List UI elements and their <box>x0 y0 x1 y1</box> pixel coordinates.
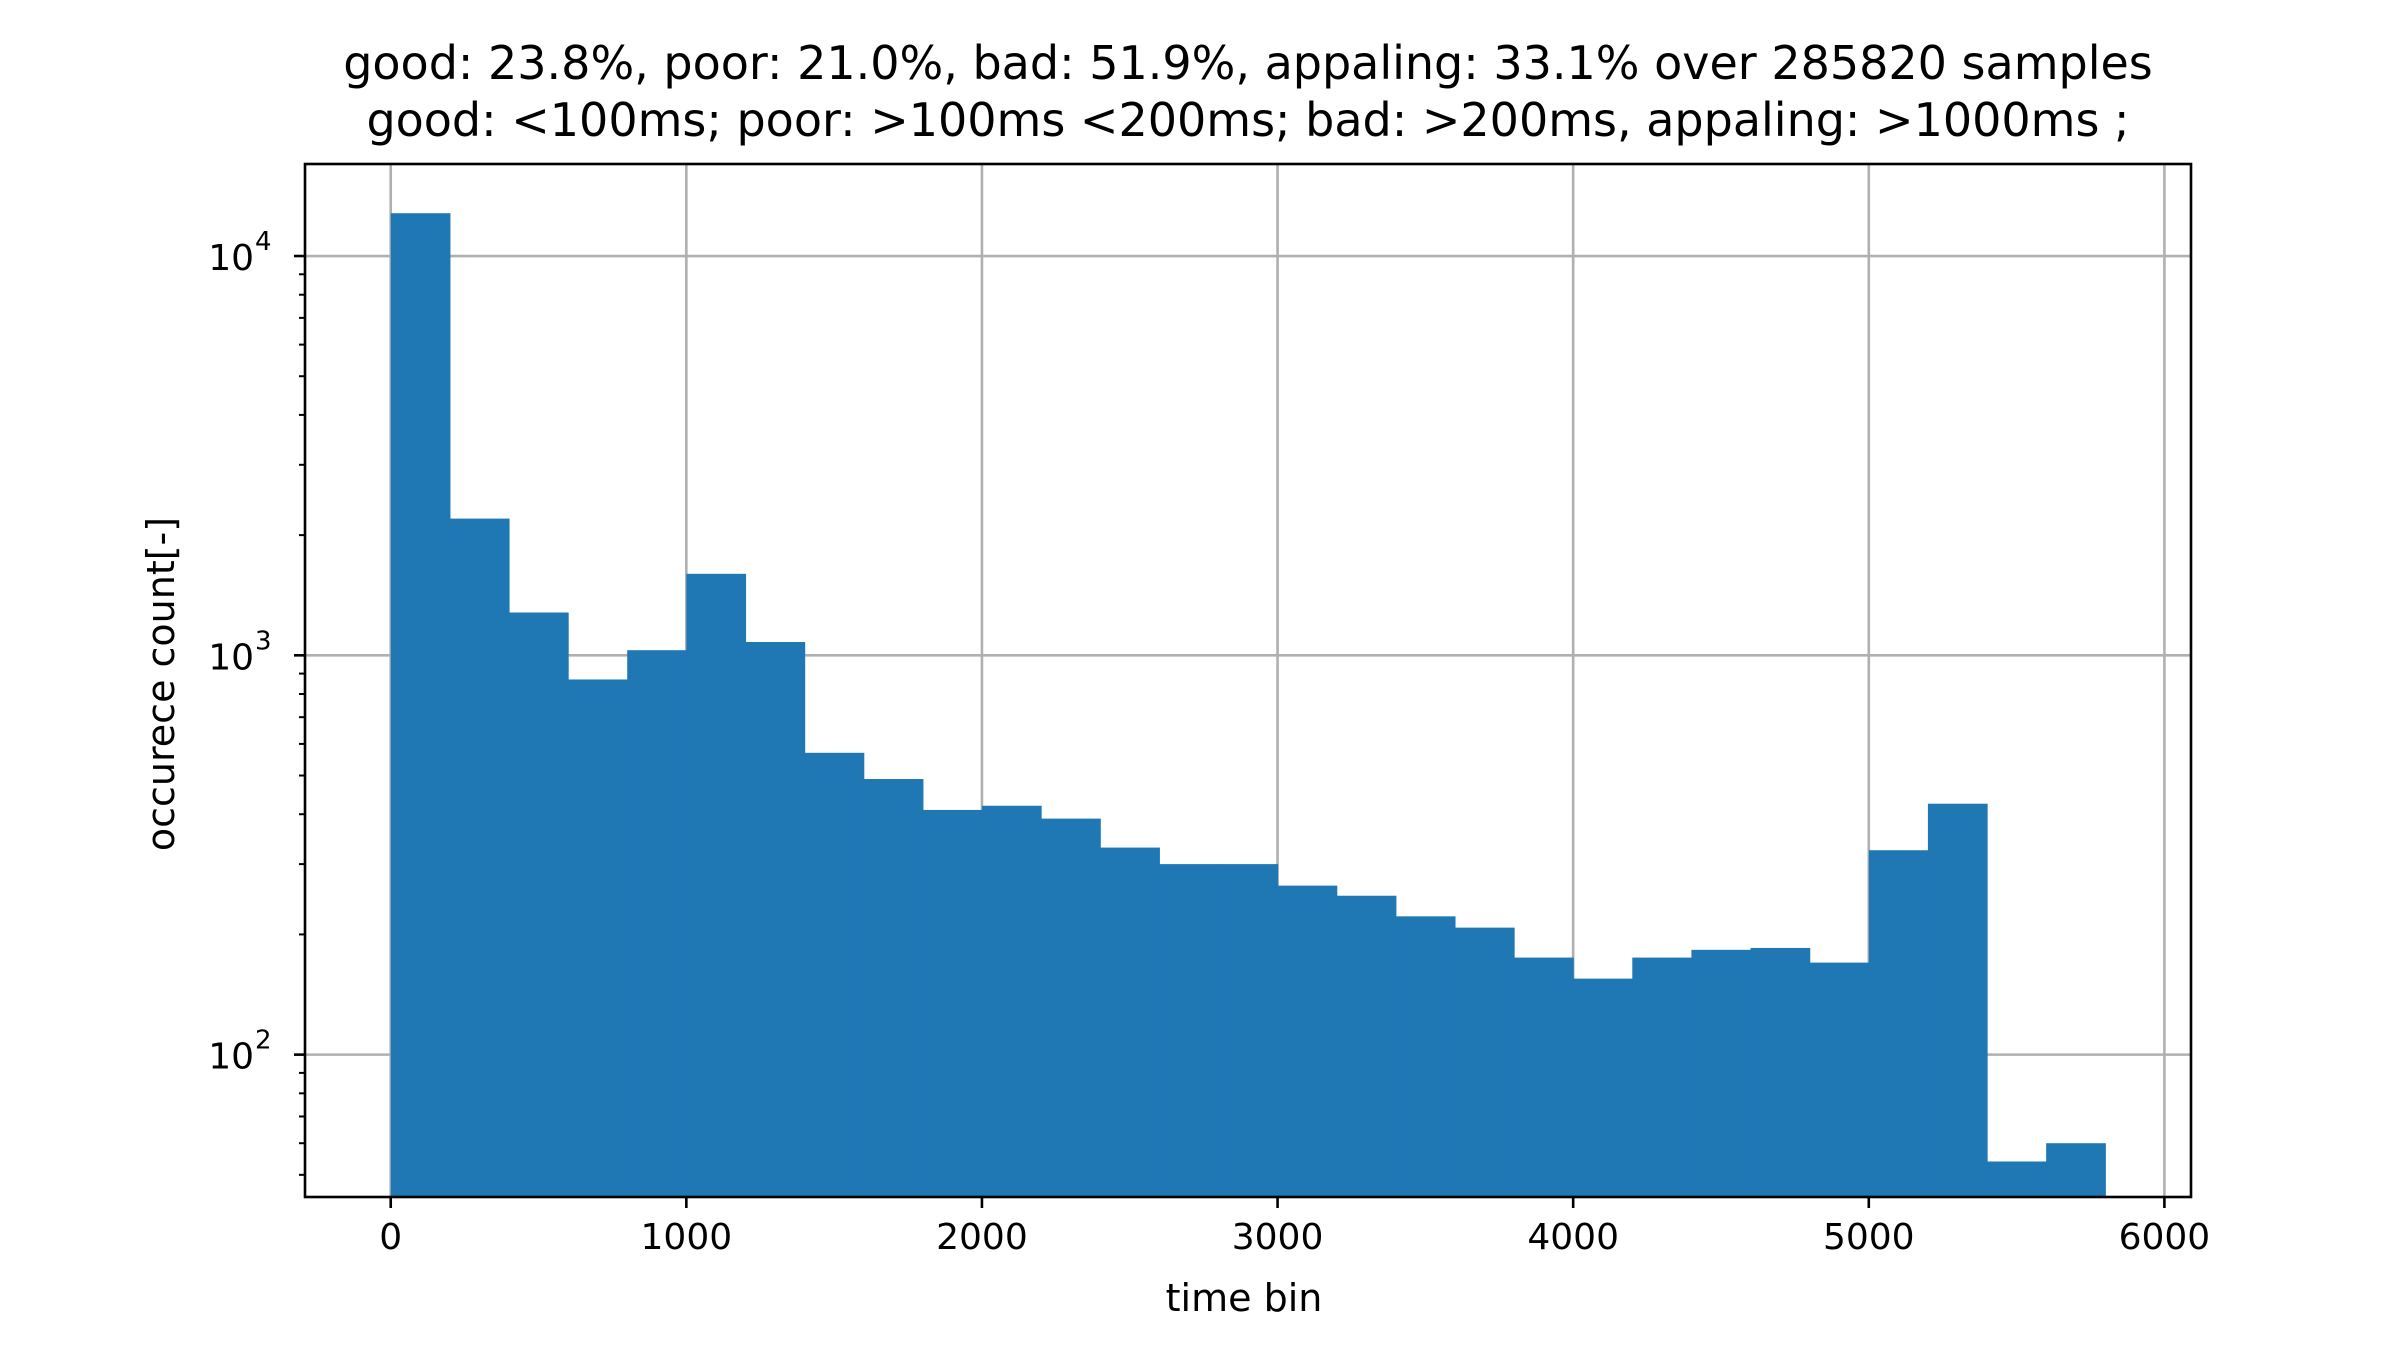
histogram-bar <box>863 779 924 1197</box>
histogram-bar <box>1159 864 1220 1197</box>
histogram-bar <box>922 809 983 1197</box>
histogram-bars <box>390 213 2106 1197</box>
histogram-bar <box>1691 949 1752 1197</box>
histogram-bar <box>1277 885 1338 1197</box>
histogram-bar <box>1336 895 1397 1197</box>
x-tick-label: 1000 <box>641 1217 733 1258</box>
axes-frame <box>303 162 2193 1199</box>
histogram-bar <box>568 679 628 1197</box>
histogram-bar <box>1041 818 1101 1197</box>
y-tick-label: 10 <box>208 238 254 279</box>
histogram-bar <box>1454 927 1515 1197</box>
chart-title: good: 23.8%, poor: 21.0%, bad: 51.9%, ap… <box>343 36 2153 90</box>
histogram-bar <box>804 752 865 1197</box>
histogram-bar <box>1100 847 1160 1197</box>
histogram-bar <box>686 573 747 1197</box>
x-axis-label: time bin <box>1166 1276 1323 1320</box>
axis-ticks <box>294 254 2166 1208</box>
y-tick-exponent: 2 <box>255 1026 272 1056</box>
x-tick-label: 3000 <box>1232 1217 1324 1258</box>
x-tick-label: 5000 <box>1823 1217 1915 1258</box>
histogram-bar <box>1514 957 1574 1197</box>
histogram-bar <box>1987 1161 2047 1197</box>
histogram-bar <box>1750 947 1811 1197</box>
histogram-bar <box>981 805 1042 1197</box>
histogram-bar <box>1927 803 1988 1197</box>
y-tick-exponent: 4 <box>255 227 272 257</box>
y-tick-label: 10 <box>208 637 254 678</box>
grid-lines <box>305 164 2191 1197</box>
histogram-bar <box>1809 962 1870 1197</box>
histogram-bar <box>1218 864 1279 1197</box>
histogram-bar <box>1632 957 1693 1197</box>
chart-subtitle: good: <100ms; poor: >100ms <200ms; bad: … <box>366 93 2129 147</box>
histogram-bar <box>1573 978 1633 1197</box>
x-tick-label: 0 <box>379 1217 402 1258</box>
histogram-bar <box>1868 850 1929 1197</box>
x-tick-label: 2000 <box>936 1217 1028 1258</box>
y-tick-exponent: 3 <box>255 626 272 656</box>
histogram-bar <box>1395 916 1456 1197</box>
histogram-bar <box>449 518 510 1197</box>
histogram-bar <box>390 213 451 1197</box>
y-tick-label: 10 <box>208 1037 254 1078</box>
x-tick-label: 6000 <box>2119 1217 2211 1258</box>
y-axis-label: occurece count[-] <box>139 517 183 851</box>
histogram-bar <box>627 650 687 1197</box>
histogram-bar <box>508 612 569 1197</box>
histogram-bar <box>2046 1143 2106 1197</box>
histogram-bar <box>745 641 806 1197</box>
x-tick-label: 4000 <box>1527 1217 1619 1258</box>
